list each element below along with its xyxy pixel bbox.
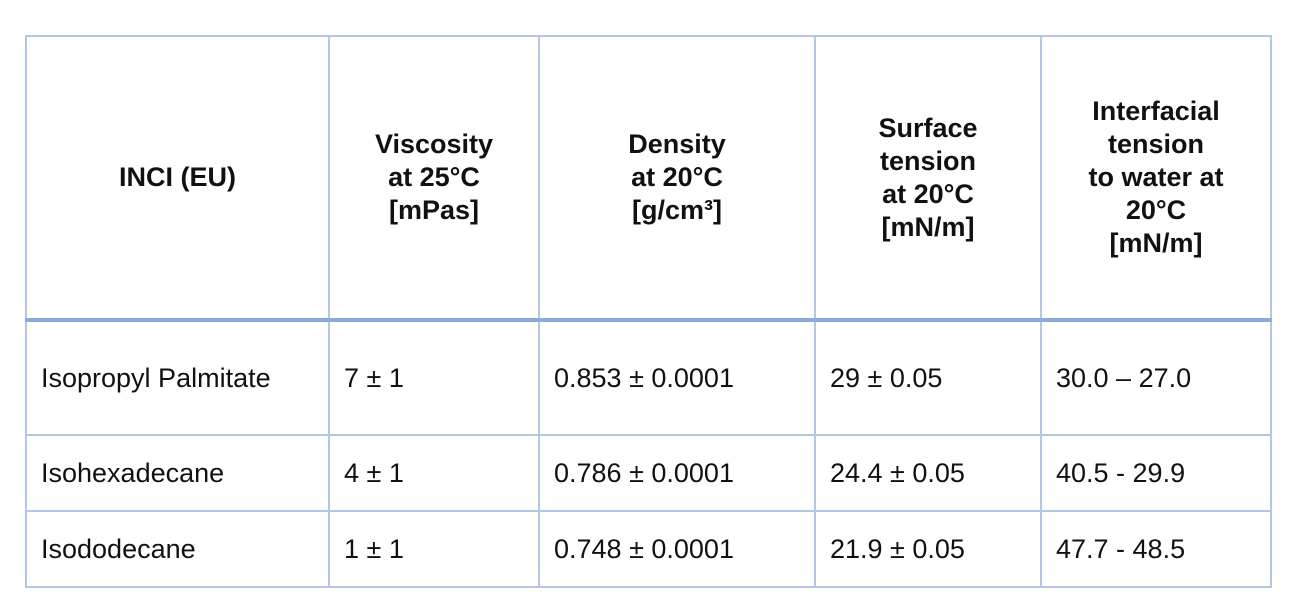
header-line: tension — [1107, 129, 1204, 159]
cell-inci: Isopropyl Palmitate — [25, 319, 330, 436]
header-line: at 25°C — [388, 162, 480, 192]
cell-density: 0.748 ± 0.0001 — [538, 510, 816, 588]
cell-viscosity: 7 ± 1 — [328, 319, 540, 436]
cell-surface-tension: 29 ± 0.05 — [814, 319, 1042, 436]
cell-surface-tension: 24.4 ± 0.05 — [814, 434, 1042, 512]
cell-inci: Isododecane — [25, 510, 330, 588]
header-line: Density — [628, 129, 726, 159]
cell-surface-tension: 21.9 ± 0.05 — [814, 510, 1042, 588]
cell-density: 0.786 ± 0.0001 — [538, 434, 816, 512]
cell-interfacial-tension: 30.0 – 27.0 — [1040, 319, 1272, 436]
header-line: 20°C — [1125, 195, 1187, 225]
cell-viscosity: 4 ± 1 — [328, 434, 540, 512]
header-line: Surface — [878, 112, 978, 143]
header-row: INCI (EU) Viscosity at 25°C [mPas] Densi… — [25, 35, 1272, 322]
cell-inci: Isohexadecane — [25, 434, 330, 512]
header-line: at 20°C — [882, 178, 974, 209]
cell-interfacial-tension: 47.7 - 48.5 — [1040, 510, 1272, 588]
header-line: Interfacial — [1092, 96, 1220, 126]
header-density: Density at 20°C [g/cm³] — [538, 35, 816, 322]
header-viscosity: Viscosity at 25°C [mPas] — [328, 35, 540, 322]
header-line: tension — [879, 145, 976, 176]
header-surface-tension: Surface tension at 20°C [mN/m] — [814, 35, 1042, 322]
table-row: Isohexadecane 4 ± 1 0.786 ± 0.0001 24.4 … — [25, 434, 1272, 512]
cell-interfacial-tension: 40.5 - 29.9 — [1040, 434, 1272, 512]
header-line: at 20°C — [631, 162, 723, 192]
table-row: Isododecane 1 ± 1 0.748 ± 0.0001 21.9 ± … — [25, 510, 1272, 588]
header-line: [mPas] — [388, 195, 480, 225]
header-line: Viscosity — [374, 129, 494, 159]
header-line: [mN/m] — [881, 211, 975, 242]
cell-density: 0.853 ± 0.0001 — [538, 319, 816, 436]
header-line: INCI (EU) — [119, 162, 236, 192]
header-line: to water at — [1088, 162, 1224, 192]
header-interfacial-tension: Interfacial tension to water at 20°C [mN… — [1040, 35, 1272, 322]
header-inci: INCI (EU) — [25, 35, 330, 322]
header-line: [mN/m] — [1109, 228, 1203, 258]
cell-viscosity: 1 ± 1 — [328, 510, 540, 588]
properties-table: INCI (EU) Viscosity at 25°C [mPas] Densi… — [25, 35, 1272, 588]
table-row: Isopropyl Palmitate 7 ± 1 0.853 ± 0.0001… — [25, 319, 1272, 436]
header-line: [g/cm³] — [632, 195, 722, 225]
